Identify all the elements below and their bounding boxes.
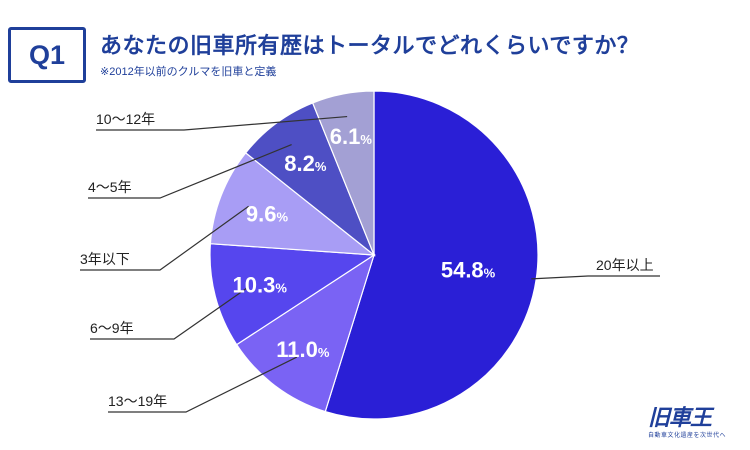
value-label-6: 6.1% xyxy=(330,124,373,149)
category-label-5: 4〜5年 xyxy=(88,179,132,195)
leader-line-5 xyxy=(88,144,292,199)
category-label-3: 6〜9年 xyxy=(90,320,134,336)
pie-slice-3 xyxy=(209,243,376,346)
logo-tagline: 自動車文化遺産を次世代へ xyxy=(648,433,727,439)
question-note: ※2012年以前のクルマを旧車と定義 xyxy=(100,66,277,78)
category-label-4: 3年以下 xyxy=(80,251,130,267)
value-label-3: 10.3% xyxy=(233,273,288,298)
leader-line-4 xyxy=(80,205,250,271)
question-title: あなたの旧車所有歴はトータルでどれくらいですか？ xyxy=(100,33,640,58)
value-label-2: 11.0% xyxy=(276,337,330,362)
value-unit-5: % xyxy=(315,159,327,174)
value-number-4: 9.6 xyxy=(246,201,277,226)
category-label-6: 10〜12年 xyxy=(96,111,155,127)
value-unit-2: % xyxy=(318,345,330,360)
value-number-5: 8.2 xyxy=(284,151,315,176)
value-unit-3: % xyxy=(275,281,287,296)
value-unit-4: % xyxy=(277,209,289,224)
leader-line-1 xyxy=(531,275,660,280)
logo-wordmark: 旧車王 xyxy=(648,405,712,430)
pie-slice-4 xyxy=(209,152,376,256)
value-number-3: 10.3 xyxy=(233,273,276,298)
leader-line-2 xyxy=(108,356,298,413)
category-label-2: 13〜19年 xyxy=(108,393,167,409)
value-label-1: 54.8% xyxy=(441,257,496,282)
value-label-4: 9.6% xyxy=(246,201,289,226)
value-unit-1: % xyxy=(484,265,496,280)
pie-slice-2 xyxy=(235,253,376,413)
value-label-5: 8.2% xyxy=(284,151,327,176)
brand-logo: 旧車王 自動車文化遺産を次世代へ xyxy=(648,400,744,444)
value-unit-6: % xyxy=(360,132,372,147)
value-number-1: 54.8 xyxy=(441,257,484,282)
category-label-1: 20年以上 xyxy=(596,257,654,273)
leader-line-6 xyxy=(96,115,348,131)
value-number-2: 11.0 xyxy=(276,337,318,362)
leader-line-3 xyxy=(90,287,248,340)
question-badge: Q1 xyxy=(8,27,86,83)
pie-slice-6 xyxy=(311,90,375,256)
value-number-6: 6.1 xyxy=(330,124,361,149)
pie-slice-1 xyxy=(324,90,539,420)
